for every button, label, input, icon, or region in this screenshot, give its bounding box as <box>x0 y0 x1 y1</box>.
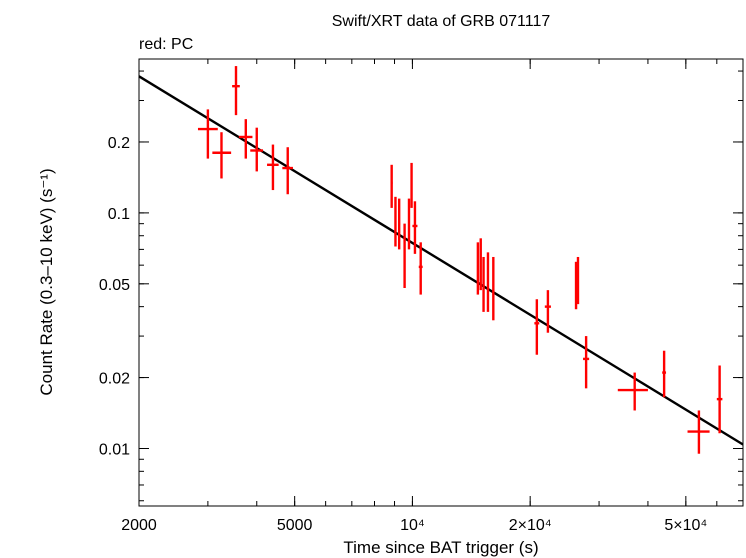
data-point <box>492 256 495 321</box>
data-point <box>407 198 411 250</box>
data-point <box>250 127 264 172</box>
x-tick-label: 5×10⁴ <box>664 517 707 534</box>
data-point <box>267 144 279 191</box>
data-point <box>486 252 490 312</box>
x-tick-label: 10⁴ <box>400 517 425 534</box>
y-axis-label: Count Rate (0.3–10 keV) (s⁻¹) <box>37 168 56 395</box>
x-axis-label: Time since BAT trigger (s) <box>343 538 538 557</box>
data-point <box>403 223 406 288</box>
data-point <box>394 196 397 247</box>
data-point <box>534 299 540 355</box>
x-axis: 2000 5000 10⁴ 2×10⁴ 5×10⁴ <box>121 59 707 534</box>
data-point <box>662 350 667 398</box>
data-point <box>544 290 551 333</box>
data-point <box>687 410 710 454</box>
y-tick-label: 0.2 <box>108 135 130 152</box>
plot-frame <box>138 58 744 507</box>
model-layer <box>138 75 744 446</box>
data-point <box>479 238 482 291</box>
data-point <box>418 242 423 295</box>
data-point <box>397 198 401 250</box>
data-point <box>574 261 578 310</box>
minor-ticks <box>138 59 744 506</box>
y-tick-label: 0.1 <box>108 206 130 223</box>
y-axis: 0.01 0.02 0.05 0.1 0.2 <box>99 135 743 458</box>
x-tick-label: 5000 <box>277 517 313 534</box>
data-point <box>238 119 253 159</box>
data-point <box>410 162 413 208</box>
y-tick-label: 0.02 <box>99 371 130 388</box>
x-tick-label: 2000 <box>121 517 157 534</box>
chart-title: Swift/XRT data of GRB 071117 <box>332 13 551 30</box>
data-point <box>617 372 648 411</box>
model-line <box>138 75 744 446</box>
data-point <box>716 365 723 434</box>
data-point <box>197 109 218 159</box>
data-point <box>390 164 393 208</box>
data-points <box>197 66 723 454</box>
chart-subtitle: red: PC <box>139 36 193 53</box>
data-point <box>282 147 293 195</box>
y-tick-label: 0.05 <box>99 277 130 294</box>
data-point <box>583 336 590 389</box>
x-tick-label: 2×10⁴ <box>509 517 552 534</box>
data-point <box>212 132 232 179</box>
y-tick-label: 0.01 <box>99 441 130 458</box>
data-point <box>576 256 580 305</box>
data-point <box>412 201 418 254</box>
data-point <box>482 256 485 312</box>
data-point <box>476 242 480 295</box>
data-point <box>232 66 240 116</box>
